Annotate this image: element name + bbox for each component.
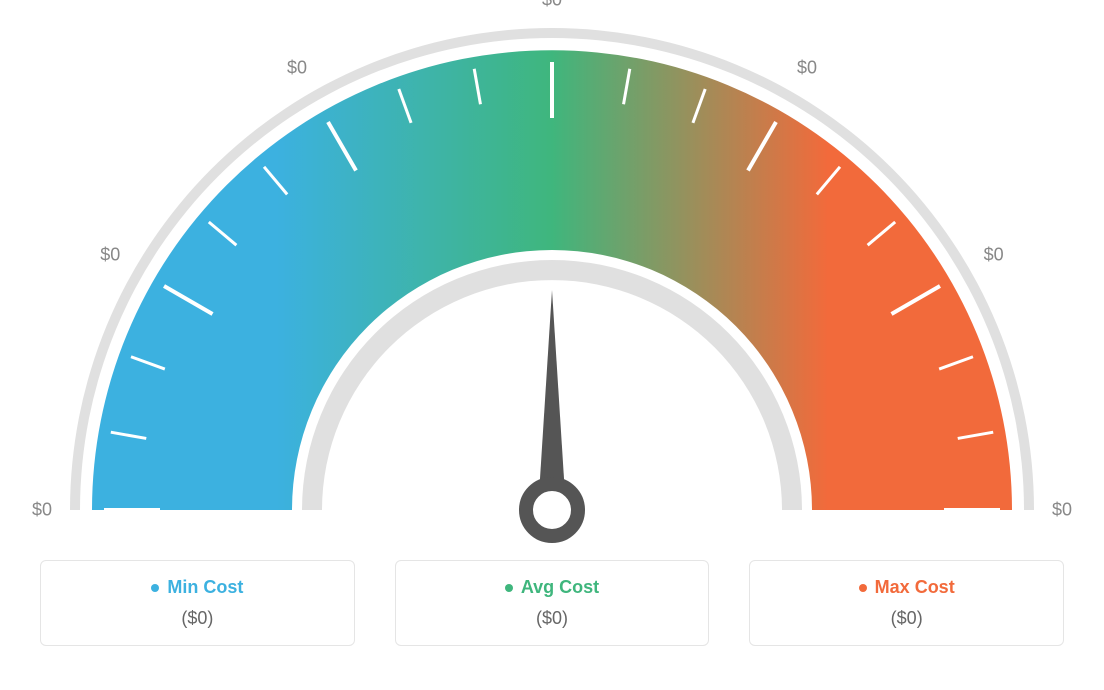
- legend-min-value: ($0): [61, 608, 334, 629]
- legend-min-cost: Min Cost ($0): [40, 560, 355, 646]
- gauge-scale-label: $0: [797, 58, 817, 79]
- gauge-scale-label: $0: [984, 245, 1004, 266]
- gauge-scale-label: $0: [1052, 500, 1072, 521]
- legend-max-cost: Max Cost ($0): [749, 560, 1064, 646]
- legend-dot-min: [151, 584, 159, 592]
- legend-avg-value: ($0): [416, 608, 689, 629]
- legend-avg-label: Avg Cost: [521, 577, 599, 598]
- legend-max-value: ($0): [770, 608, 1043, 629]
- legend-avg-cost: Avg Cost ($0): [395, 560, 710, 646]
- legend-dot-avg: [505, 584, 513, 592]
- gauge-svg: [0, 0, 1104, 560]
- gauge-scale-label: $0: [542, 0, 562, 11]
- gauge-scale-label: $0: [287, 58, 307, 79]
- legend-row: Min Cost ($0) Avg Cost ($0) Max Cost ($0…: [0, 560, 1104, 646]
- gauge-scale-label: $0: [32, 500, 52, 521]
- cost-gauge-chart: $0 $0 $0 $0 $0 $0 $0 Min Cost ($0) Avg Cost ($…: [0, 0, 1104, 690]
- legend-dot-max: [859, 584, 867, 592]
- gauge-scale-label: $0: [100, 245, 120, 266]
- legend-max-label: Max Cost: [875, 577, 955, 598]
- gauge-hub: [526, 484, 578, 536]
- legend-min-label: Min Cost: [167, 577, 243, 598]
- gauge-area: $0 $0 $0 $0 $0 $0 $0: [0, 0, 1104, 560]
